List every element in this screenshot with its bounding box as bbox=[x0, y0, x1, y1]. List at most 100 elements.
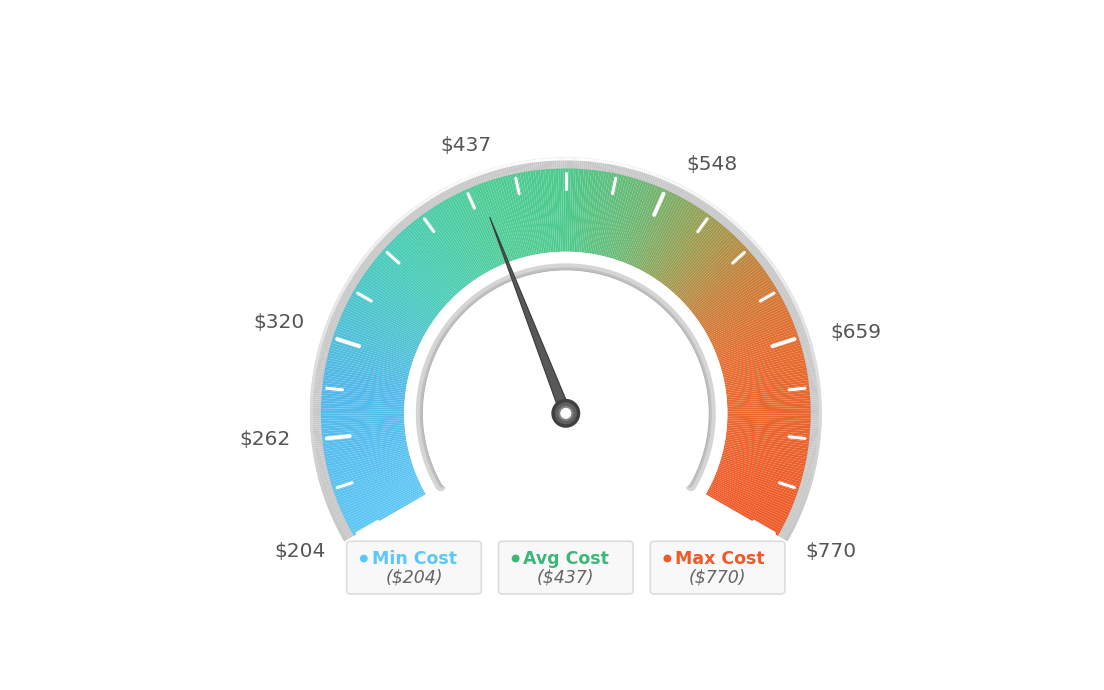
Wedge shape bbox=[818, 391, 820, 393]
Wedge shape bbox=[593, 172, 609, 255]
Text: $659: $659 bbox=[830, 323, 881, 342]
Wedge shape bbox=[529, 160, 532, 172]
Wedge shape bbox=[327, 448, 408, 469]
Wedge shape bbox=[785, 538, 788, 541]
Wedge shape bbox=[314, 457, 327, 461]
Wedge shape bbox=[336, 521, 348, 528]
Wedge shape bbox=[707, 491, 781, 533]
Wedge shape bbox=[665, 220, 718, 286]
Wedge shape bbox=[732, 221, 735, 224]
Wedge shape bbox=[816, 377, 819, 380]
Wedge shape bbox=[310, 408, 312, 410]
Wedge shape bbox=[811, 471, 815, 474]
Wedge shape bbox=[340, 316, 417, 351]
Wedge shape bbox=[804, 361, 817, 365]
Wedge shape bbox=[619, 164, 623, 167]
Wedge shape bbox=[580, 169, 588, 253]
Wedge shape bbox=[338, 473, 416, 506]
Wedge shape bbox=[312, 373, 316, 376]
Wedge shape bbox=[316, 467, 329, 471]
Wedge shape bbox=[311, 388, 314, 391]
Wedge shape bbox=[466, 188, 501, 266]
Wedge shape bbox=[799, 342, 813, 348]
Wedge shape bbox=[396, 221, 400, 224]
Wedge shape bbox=[534, 159, 538, 162]
Wedge shape bbox=[807, 338, 811, 341]
Wedge shape bbox=[331, 511, 343, 518]
Wedge shape bbox=[565, 168, 569, 252]
Wedge shape bbox=[426, 211, 475, 281]
Wedge shape bbox=[320, 338, 325, 341]
Wedge shape bbox=[311, 441, 323, 444]
Wedge shape bbox=[806, 491, 809, 494]
Wedge shape bbox=[786, 287, 789, 290]
Wedge shape bbox=[328, 507, 332, 511]
Wedge shape bbox=[329, 348, 411, 371]
Wedge shape bbox=[316, 463, 328, 467]
Wedge shape bbox=[310, 399, 314, 402]
Wedge shape bbox=[417, 204, 422, 207]
Wedge shape bbox=[774, 282, 786, 289]
Wedge shape bbox=[326, 498, 338, 504]
Wedge shape bbox=[329, 314, 341, 320]
Wedge shape bbox=[514, 173, 534, 255]
Wedge shape bbox=[761, 250, 764, 253]
Wedge shape bbox=[314, 369, 317, 372]
Wedge shape bbox=[326, 362, 407, 382]
Wedge shape bbox=[331, 513, 335, 516]
Wedge shape bbox=[347, 279, 358, 288]
Wedge shape bbox=[311, 440, 315, 442]
Wedge shape bbox=[703, 199, 707, 202]
Wedge shape bbox=[728, 422, 810, 428]
Wedge shape bbox=[809, 410, 821, 412]
Wedge shape bbox=[805, 459, 817, 463]
Wedge shape bbox=[400, 218, 403, 221]
Wedge shape bbox=[311, 380, 315, 382]
Wedge shape bbox=[331, 310, 335, 313]
Wedge shape bbox=[699, 274, 768, 322]
Wedge shape bbox=[495, 167, 500, 179]
Wedge shape bbox=[718, 328, 796, 359]
Wedge shape bbox=[552, 158, 554, 161]
Wedge shape bbox=[728, 418, 810, 424]
Wedge shape bbox=[607, 177, 631, 257]
Wedge shape bbox=[724, 442, 807, 460]
Wedge shape bbox=[401, 217, 404, 220]
Wedge shape bbox=[434, 193, 442, 204]
Wedge shape bbox=[406, 226, 461, 291]
Wedge shape bbox=[333, 333, 413, 362]
Wedge shape bbox=[724, 214, 728, 217]
Wedge shape bbox=[310, 427, 314, 429]
Wedge shape bbox=[539, 159, 541, 161]
Wedge shape bbox=[369, 248, 380, 257]
Wedge shape bbox=[310, 431, 323, 433]
Wedge shape bbox=[815, 454, 818, 457]
Wedge shape bbox=[669, 225, 724, 290]
Wedge shape bbox=[573, 157, 575, 161]
Wedge shape bbox=[612, 161, 614, 165]
Wedge shape bbox=[327, 500, 339, 506]
Wedge shape bbox=[806, 455, 818, 459]
Wedge shape bbox=[444, 188, 450, 199]
Wedge shape bbox=[311, 384, 323, 388]
Wedge shape bbox=[819, 408, 821, 410]
Wedge shape bbox=[809, 420, 821, 423]
Wedge shape bbox=[338, 321, 416, 354]
Wedge shape bbox=[320, 485, 323, 489]
Wedge shape bbox=[794, 498, 806, 504]
Wedge shape bbox=[599, 174, 619, 255]
Wedge shape bbox=[766, 268, 778, 277]
Wedge shape bbox=[376, 240, 380, 244]
Wedge shape bbox=[785, 285, 788, 288]
Wedge shape bbox=[378, 239, 388, 248]
Wedge shape bbox=[586, 158, 588, 161]
Wedge shape bbox=[788, 293, 793, 296]
Wedge shape bbox=[726, 383, 809, 395]
Wedge shape bbox=[319, 481, 322, 484]
Wedge shape bbox=[532, 159, 535, 163]
Wedge shape bbox=[321, 420, 404, 426]
Wedge shape bbox=[772, 276, 783, 284]
Wedge shape bbox=[368, 267, 436, 318]
Wedge shape bbox=[344, 482, 421, 520]
Wedge shape bbox=[326, 365, 407, 383]
